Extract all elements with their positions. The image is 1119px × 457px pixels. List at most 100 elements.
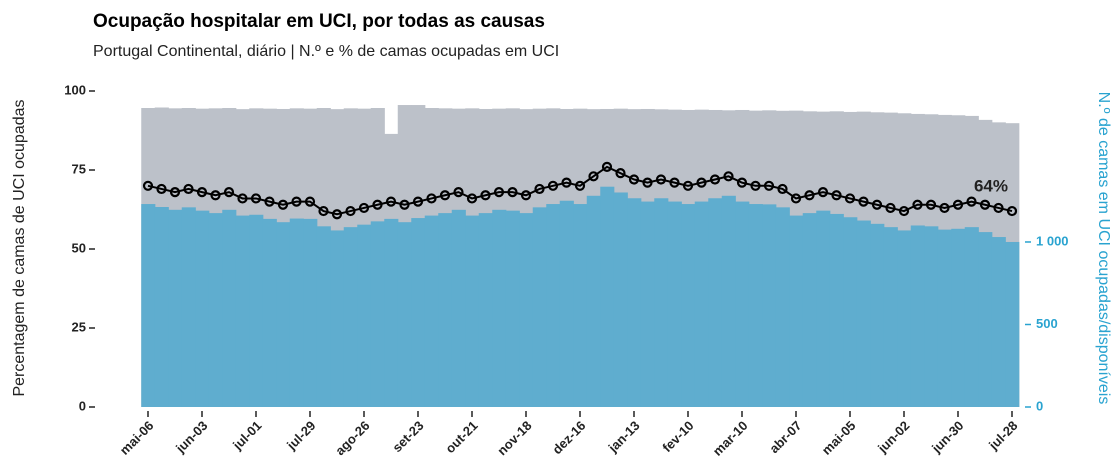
- point: [547, 180, 559, 191]
- point: [966, 196, 977, 207]
- bar: [343, 227, 358, 407]
- point: [574, 180, 586, 191]
- bar: [357, 224, 372, 407]
- bar: [546, 204, 561, 407]
- point: [709, 174, 721, 185]
- point: [871, 199, 883, 210]
- point: [561, 177, 572, 188]
- chart-subtitle: Portugal Continental, diário | N.º e % d…: [93, 43, 559, 60]
- bar: [856, 220, 871, 407]
- bar: [924, 226, 939, 407]
- point: [520, 190, 532, 201]
- point: [750, 180, 761, 191]
- point: [642, 177, 653, 188]
- x-tick-label: jul-01: [229, 418, 264, 453]
- point: [790, 193, 802, 204]
- bar: [411, 218, 426, 407]
- x-tick-label: fev-10: [659, 418, 696, 455]
- bar: [276, 222, 291, 407]
- bar: [478, 213, 493, 407]
- point: [453, 187, 464, 198]
- point: [169, 187, 181, 198]
- bar: [775, 207, 790, 407]
- bar: [721, 195, 736, 407]
- bar: [964, 227, 979, 407]
- bar: [424, 215, 439, 407]
- point: [615, 168, 626, 179]
- bar: [708, 198, 723, 407]
- point: [156, 183, 167, 195]
- point: [534, 183, 545, 195]
- point: [804, 190, 815, 201]
- x-tick-label: jun-02: [874, 418, 912, 456]
- bar: [978, 232, 993, 407]
- bar: [465, 215, 480, 407]
- point: [588, 171, 599, 182]
- y2-axis-title: N.º de camas em UCI ocupadas/disponíveis: [1095, 92, 1112, 405]
- point: [412, 196, 424, 207]
- bar: [316, 226, 331, 407]
- bar: [168, 209, 183, 407]
- point: [318, 205, 329, 217]
- chart-title: Ocupação hospitalar em UCI, por todas as…: [93, 11, 545, 32]
- bar: [262, 218, 277, 407]
- bar: [802, 213, 817, 407]
- point: [264, 196, 275, 207]
- bar: [141, 204, 156, 407]
- y-tick-label: 0: [79, 398, 86, 413]
- point: [993, 202, 1004, 214]
- point: [331, 209, 343, 220]
- point: [885, 202, 896, 214]
- point: [912, 199, 923, 210]
- bar: [573, 204, 588, 407]
- bar: [991, 237, 1006, 407]
- point: [358, 202, 370, 214]
- y2-tick-label: 0: [1036, 398, 1043, 413]
- point: [979, 199, 991, 210]
- point: [831, 190, 842, 201]
- point: [898, 205, 910, 217]
- x-tick-label: mai-05: [819, 418, 859, 457]
- point: [682, 180, 694, 191]
- bar: [910, 225, 925, 407]
- bar: [586, 195, 601, 407]
- x-tick-label: mai-06: [117, 418, 157, 457]
- point: [237, 193, 248, 204]
- bar: [600, 186, 615, 407]
- point: [142, 180, 154, 191]
- bar: [748, 204, 763, 407]
- point: [439, 190, 451, 201]
- bar: [627, 198, 642, 407]
- bar: [451, 209, 466, 407]
- point: [507, 187, 518, 198]
- annotation: 64%: [974, 177, 1008, 196]
- point: [939, 202, 950, 214]
- point: [250, 193, 262, 204]
- bar: [883, 227, 898, 407]
- x-tick-label: jan-13: [605, 418, 643, 456]
- x-tick-label: jul-28: [985, 418, 1020, 453]
- bar: [870, 223, 885, 407]
- point: [304, 196, 316, 207]
- bar: [438, 213, 453, 407]
- bar: [829, 213, 844, 407]
- bar: [330, 230, 345, 407]
- x-tick-label: jun-30: [928, 418, 966, 456]
- point: [655, 174, 667, 185]
- x-tick-label: out-21: [442, 418, 480, 456]
- bar: [505, 210, 520, 407]
- point: [1006, 205, 1018, 217]
- bar: [154, 207, 169, 407]
- point: [844, 193, 856, 204]
- y-tick-label: 100: [64, 82, 86, 97]
- y2-tick-label: 500: [1036, 316, 1058, 331]
- bar: [735, 201, 750, 407]
- bar: [397, 222, 412, 407]
- point: [466, 193, 478, 204]
- bar: [667, 201, 682, 407]
- x-tick-label: abr-07: [766, 418, 804, 456]
- x-tick-label: set-23: [389, 418, 426, 455]
- bar: [235, 215, 250, 407]
- point: [763, 180, 775, 191]
